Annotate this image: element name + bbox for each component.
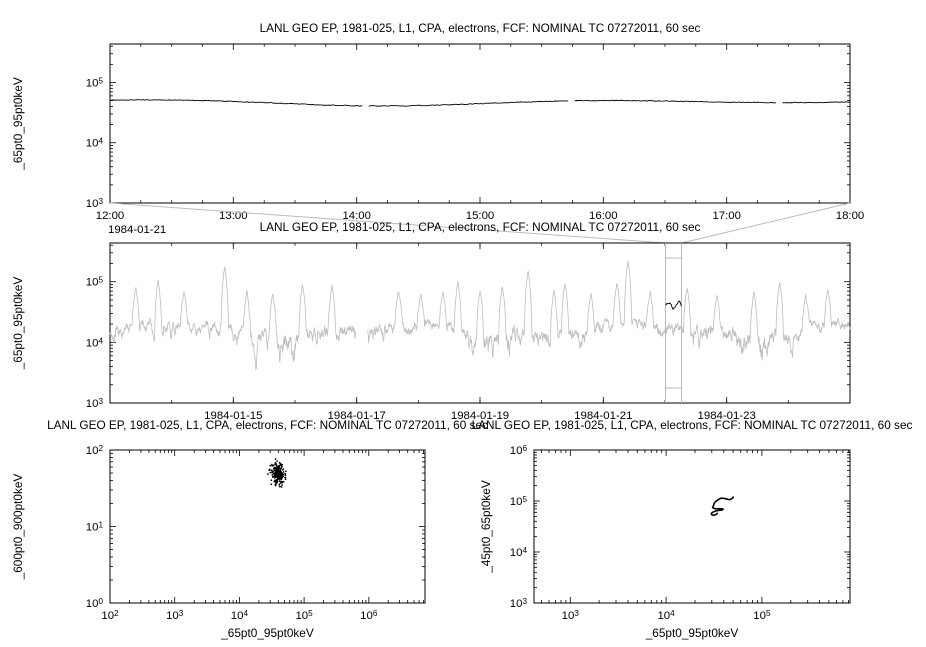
svg-text:_65pt0_95pt0keV: _65pt0_95pt0keV	[645, 626, 739, 640]
svg-text:_65pt0_95pt0keV: _65pt0_95pt0keV	[220, 626, 314, 640]
svg-text:_600pt0_900pt0keV: _600pt0_900pt0keV	[11, 474, 25, 581]
svg-text:LANL GEO EP, 1981-025, L1, CPA: LANL GEO EP, 1981-025, L1, CPA, electron…	[260, 220, 701, 234]
svg-text:_65pt0_95pt0keV: _65pt0_95pt0keV	[11, 77, 25, 171]
svg-text:LANL GEO EP, 1981-025, L1, CPA: LANL GEO EP, 1981-025, L1, CPA, electron…	[47, 418, 488, 432]
svg-text:1984-01-21: 1984-01-21	[108, 224, 166, 236]
svg-text:_65pt0_95pt0keV: _65pt0_95pt0keV	[11, 277, 25, 371]
svg-text:LANL GEO EP, 1981-025, L1, CPA: LANL GEO EP, 1981-025, L1, CPA, electron…	[260, 21, 701, 35]
svg-text:LANL GEO EP, 1981-025, L1, CPA: LANL GEO EP, 1981-025, L1, CPA, electron…	[472, 418, 913, 432]
svg-text:12:00: 12:00	[96, 210, 125, 222]
svg-text:17:00: 17:00	[712, 210, 741, 222]
svg-text:18:00: 18:00	[836, 210, 865, 222]
svg-text:_45pt0_65pt0keV: _45pt0_65pt0keV	[479, 480, 493, 574]
